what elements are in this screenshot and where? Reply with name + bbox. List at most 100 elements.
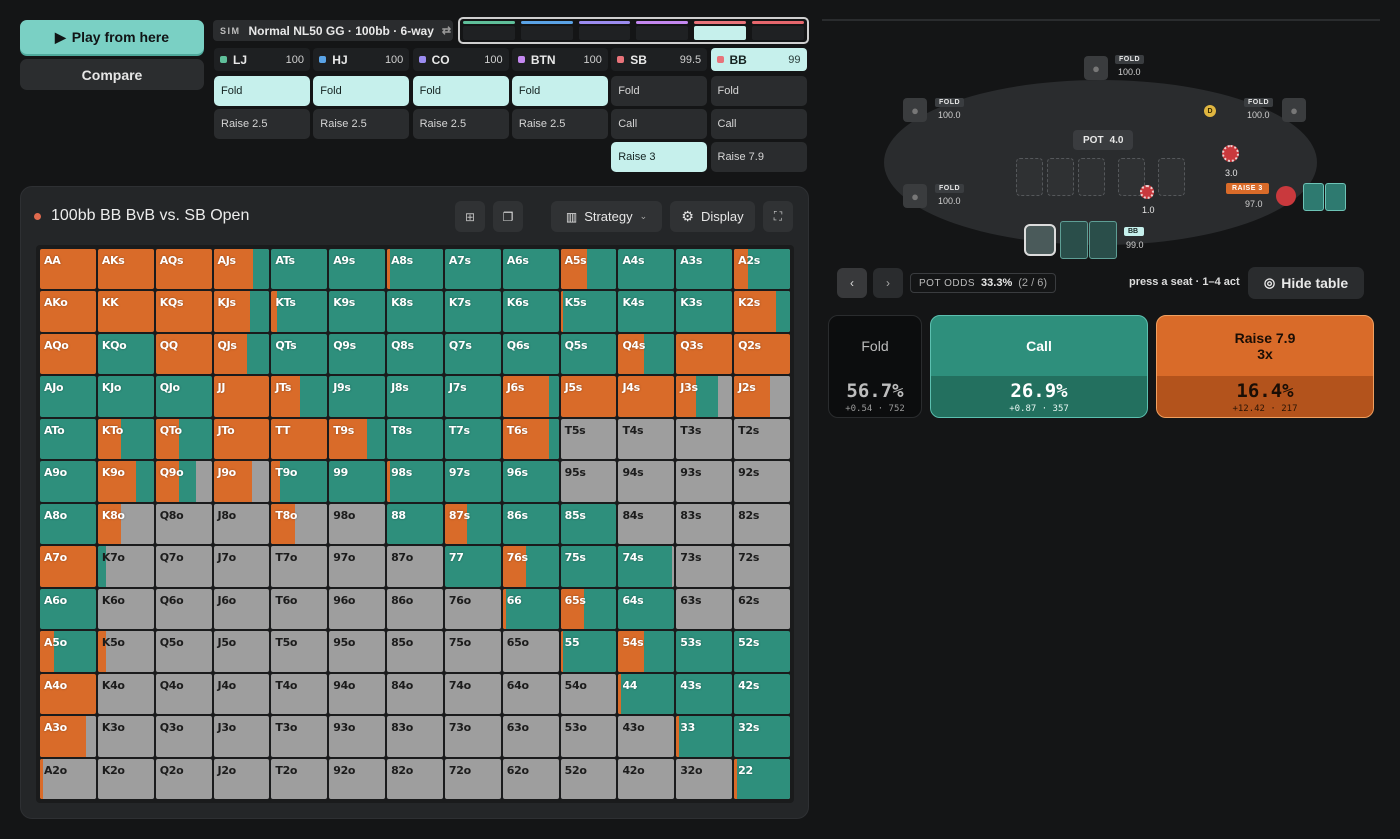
hand-cell[interactable]: K7s [444,291,501,332]
hand-cell[interactable]: Q3o [155,716,212,757]
hand-cell[interactable]: K8o [97,503,154,545]
position-header-bb[interactable]: BB 99 [710,48,807,71]
hand-cell[interactable]: T7s [444,418,501,460]
hand-cell[interactable]: 53o [560,716,617,757]
hand-cell[interactable]: J3s [676,376,733,417]
hand-cell[interactable]: 43s [676,673,733,715]
hand-cell[interactable]: 82s [734,503,790,545]
hand-cell[interactable]: K9o [97,461,154,502]
hand-cell[interactable]: AKs [97,249,154,290]
hand-cell[interactable]: 95s [560,461,617,502]
action-hj-raise-2-5[interactable]: Raise 2.5 [313,109,410,139]
hand-cell[interactable]: 87s [444,503,501,545]
progress-segment[interactable] [578,21,631,40]
hand-cell[interactable]: 33 [676,716,733,757]
hand-cell[interactable]: T6s [502,418,559,460]
progress-segment[interactable] [636,21,689,40]
hand-cell[interactable]: 83o [387,716,443,757]
hand-cell[interactable]: K6o [97,588,154,630]
hand-cell[interactable]: 85s [560,503,617,545]
hand-cell[interactable]: 99 [329,461,386,502]
position-header-sb[interactable]: SB 99.5 [611,48,708,71]
hand-cell[interactable]: KQo [97,333,154,375]
hand-cell[interactable]: T9s [329,418,386,460]
action-co-fold[interactable]: Fold [412,76,509,106]
hand-cell[interactable]: 88 [387,503,443,545]
hand-cell[interactable]: 72s [734,546,790,587]
hand-cell[interactable]: KK [97,291,154,332]
hand-cell[interactable]: 86s [502,503,559,545]
hand-cell[interactable]: K3s [676,291,733,332]
hand-cell[interactable]: 77 [444,546,501,587]
hand-cell[interactable]: A9o [40,461,96,502]
hand-cell[interactable]: A7s [444,249,501,290]
hand-cell[interactable]: ATs [271,249,328,290]
hand-cell[interactable]: 93s [676,461,733,502]
hand-cell[interactable]: AJs [213,249,270,290]
action-sb-fold[interactable]: Fold [611,76,708,106]
hand-cell[interactable]: K2o [97,758,154,799]
hand-cell[interactable]: T4o [271,673,328,715]
hand-cell[interactable]: KQs [155,291,212,332]
hand-cell[interactable]: AQs [155,249,212,290]
hand-cell[interactable]: T3o [271,716,328,757]
hand-cell[interactable]: 83s [676,503,733,545]
seat-co-avatar[interactable]: ● [903,184,927,208]
compare-button[interactable]: Compare [20,59,204,90]
hide-table-button[interactable]: ◎ Hide table [1248,267,1364,299]
hand-cell[interactable]: 87o [387,546,443,587]
progress-segment[interactable] [463,21,515,40]
action-bb-call[interactable]: Call [710,109,807,139]
seat-btn-avatar[interactable]: ● [1282,98,1306,122]
hand-cell[interactable]: A8o [40,503,96,545]
hand-cell[interactable]: J6s [502,376,559,417]
hand-cell[interactable]: T5s [560,418,617,460]
hand-cell[interactable]: J9s [329,376,386,417]
hand-cell[interactable]: Q6o [155,588,212,630]
position-header-btn[interactable]: BTN 100 [511,48,608,71]
hand-cell[interactable]: TT [271,418,328,460]
hand-cell[interactable]: A4s [618,249,675,290]
hand-cell[interactable]: 94s [618,461,675,502]
hand-cell[interactable]: Q3s [676,333,733,375]
hand-cell[interactable]: 86o [387,588,443,630]
hand-cell[interactable]: K5o [97,631,154,672]
hand-cell[interactable]: A2s [734,249,790,290]
hand-cell[interactable]: 53s [676,631,733,672]
hand-cell[interactable]: Q4s [618,333,675,375]
hand-cell[interactable]: 64s [618,588,675,630]
hand-cell[interactable]: J8o [213,503,270,545]
hand-cell[interactable]: 62o [502,758,559,799]
hand-cell[interactable]: Q9o [155,461,212,502]
hand-cell[interactable]: J4o [213,673,270,715]
hand-cell[interactable]: 52s [734,631,790,672]
hand-cell[interactable]: 66 [502,588,559,630]
hand-cell[interactable]: AQo [40,333,96,375]
progress-segment[interactable] [694,21,747,40]
hand-cell[interactable]: J7o [213,546,270,587]
hand-cell[interactable]: 42s [734,673,790,715]
hand-cell[interactable]: A5o [40,631,96,672]
position-header-hj[interactable]: HJ 100 [313,48,410,71]
hand-cell[interactable]: ATo [40,418,96,460]
hand-cell[interactable]: T4s [618,418,675,460]
hand-cell[interactable]: K4o [97,673,154,715]
hand-cell[interactable]: J6o [213,588,270,630]
hand-cell[interactable]: K4s [618,291,675,332]
hand-cell[interactable]: 84o [387,673,443,715]
hand-cell[interactable]: Q9s [329,333,386,375]
hand-cell[interactable]: A4o [40,673,96,715]
hand-cell[interactable]: T7o [271,546,328,587]
hand-cell[interactable]: Q8s [387,333,443,375]
hand-cell[interactable]: Q5o [155,631,212,672]
hand-cell[interactable]: T6o [271,588,328,630]
hand-cell[interactable]: 52o [560,758,617,799]
hand-cell[interactable]: T2o [271,758,328,799]
hand-cell[interactable]: 64o [502,673,559,715]
hand-cell[interactable]: JJ [213,376,270,417]
action-bb-fold[interactable]: Fold [710,76,807,106]
action-sb-call[interactable]: Call [611,109,708,139]
hand-cell[interactable]: Q8o [155,503,212,545]
hand-cell[interactable]: 63o [502,716,559,757]
hand-cell[interactable]: Q7o [155,546,212,587]
